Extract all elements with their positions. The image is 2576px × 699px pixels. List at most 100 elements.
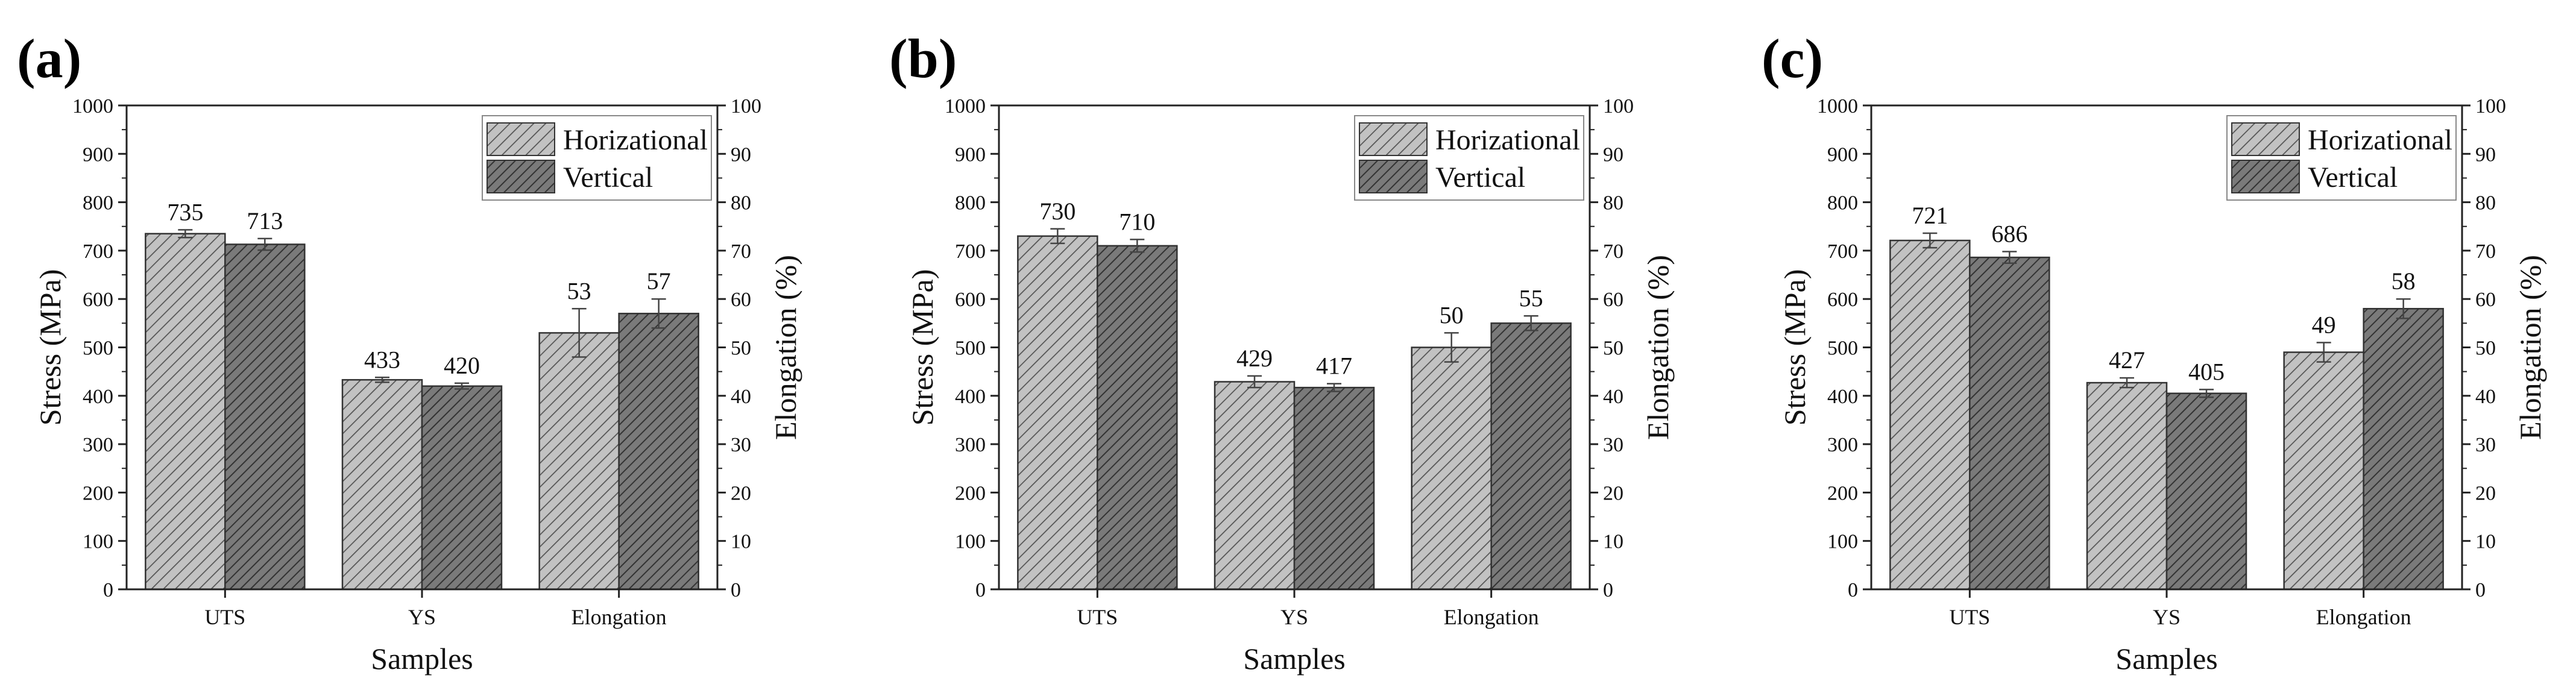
bar-vertical-elongation [618, 313, 699, 591]
category-label: YS [1280, 605, 1308, 629]
y2-tick-label: 80 [1603, 192, 1623, 215]
y2-tick-label: 10 [731, 531, 751, 553]
y2-tick-label: 90 [2475, 143, 2496, 166]
bar-value-label: 429 [1236, 345, 1273, 372]
legend-label: Vertical [563, 161, 653, 193]
error-bar [1444, 332, 1459, 363]
y2-tick-label: 100 [731, 95, 761, 118]
legend: Horizational Vertical [482, 115, 712, 201]
plot-frame [125, 104, 719, 591]
bar-value-label: 55 [1519, 284, 1543, 312]
x-axis-title: Samples [1243, 642, 1345, 675]
plot-frame [998, 104, 1591, 591]
legend: Horizational Vertical [2226, 115, 2457, 201]
bar-vertical-elongation [1490, 322, 1572, 591]
y-tick-label: 300 [1827, 434, 1858, 456]
category-label: Elongation [1444, 605, 1539, 629]
error-bar [572, 308, 587, 358]
y2-tick-label: 0 [2475, 579, 2486, 601]
y-axis-title: Stress (MPa) [905, 269, 939, 426]
bar-vertical-elongation [2363, 308, 2444, 591]
legend-swatch-vertical [487, 160, 555, 193]
bar-value-label: 57 [647, 268, 671, 295]
legend: Horizational Vertical [1354, 115, 1584, 201]
y-tick-label: 900 [83, 143, 113, 166]
bar-horizational-elongation [1411, 346, 1492, 591]
y2-tick-label: 70 [1603, 240, 1623, 263]
y-tick-label: 100 [1827, 531, 1858, 553]
bar-value-label: 420 [444, 352, 480, 379]
y-tick-label: 100 [955, 531, 986, 553]
bar-value-label: 50 [1440, 301, 1464, 328]
bar-value-label: 53 [567, 277, 591, 304]
bar-vertical-ys [2165, 392, 2247, 591]
legend-swatch-horizational [2231, 122, 2300, 156]
bar-value-label: 735 [167, 198, 203, 225]
y-tick-label: 400 [1827, 386, 1858, 408]
y2-tick-label: 0 [1603, 579, 1613, 601]
y-tick-label: 0 [103, 579, 113, 601]
chart-panel-1: (b) 0 100 200 300 400 500 600 700 800 900 1000 0 10 20… [889, 28, 1675, 675]
error-bar [455, 382, 469, 390]
error-bar [1247, 375, 1262, 389]
y2-tick-label: 0 [731, 579, 741, 601]
error-bar [2199, 389, 2214, 398]
legend-label: Vertical [1435, 161, 1525, 193]
bar-horizational-uts [1889, 239, 1971, 591]
y-tick-label: 500 [955, 337, 986, 360]
y2-tick-label: 40 [1603, 386, 1623, 408]
y2-tick-label: 90 [731, 143, 751, 166]
bar-horizational-elongation [538, 332, 620, 591]
y2-tick-label: 50 [2475, 337, 2496, 360]
y2-tick-label: 20 [2475, 482, 2496, 504]
y-tick-label: 300 [955, 434, 986, 456]
legend-label: Vertical [2308, 161, 2398, 193]
legend-label: Horizational [1435, 124, 1580, 156]
y-tick-label: 0 [975, 579, 986, 601]
error-bar [1050, 228, 1065, 245]
y-axis-title: Stress (MPa) [1778, 269, 1812, 426]
y2-tick-label: 100 [1603, 95, 1634, 118]
bar-horizational-ys [2086, 381, 2168, 591]
bar-vertical-ys [421, 385, 503, 591]
bar-value-label: 405 [2188, 358, 2225, 385]
y2-tick-label: 90 [1603, 143, 1623, 166]
y2-tick-label: 80 [2475, 192, 2496, 215]
y-tick-label: 200 [83, 482, 113, 504]
y2-axis-title: Elongation (%) [1641, 255, 1675, 440]
error-bar [2396, 298, 2411, 319]
chart-panel-2: (c) 0 100 200 300 400 500 600 700 800 900 1000 0 10 20… [1762, 28, 2547, 675]
y2-tick-label: 80 [731, 192, 751, 215]
bar-vertical-uts [1097, 245, 1178, 591]
y2-tick-label: 40 [731, 386, 751, 408]
y2-tick-label: 50 [1603, 337, 1623, 360]
panel-label: (b) [889, 28, 957, 89]
y2-tick-label: 30 [731, 434, 751, 456]
bar-value-label: 721 [1912, 202, 1948, 229]
legend-swatch-vertical [1359, 160, 1428, 193]
error-bar [1130, 239, 1145, 253]
category-label: YS [408, 605, 436, 629]
y-tick-label: 700 [1827, 240, 1858, 263]
y-tick-label: 700 [955, 240, 986, 263]
bar-value-label: 686 [1991, 221, 2027, 248]
legend-swatch-horizational [1359, 122, 1428, 156]
category-label: UTS [1077, 605, 1118, 629]
bar-value-label: 713 [247, 207, 283, 234]
y-tick-label: 700 [83, 240, 113, 263]
bar-value-label: 427 [2109, 346, 2145, 374]
y-tick-label: 800 [955, 192, 986, 215]
category-label: Elongation [2316, 605, 2411, 629]
bar-value-label: 433 [364, 346, 400, 373]
error-bar [651, 298, 666, 329]
y2-tick-label: 30 [1603, 434, 1623, 456]
y-tick-label: 500 [1827, 337, 1858, 360]
legend-label: Horizational [563, 124, 708, 156]
panel-label: (a) [17, 28, 81, 89]
y2-tick-label: 30 [2475, 434, 2496, 456]
bar-value-label: 58 [2392, 268, 2416, 295]
error-bar [2120, 377, 2134, 389]
bar-horizational-uts [1017, 235, 1098, 591]
y-tick-label: 200 [955, 482, 986, 504]
y2-tick-label: 60 [1603, 289, 1623, 311]
